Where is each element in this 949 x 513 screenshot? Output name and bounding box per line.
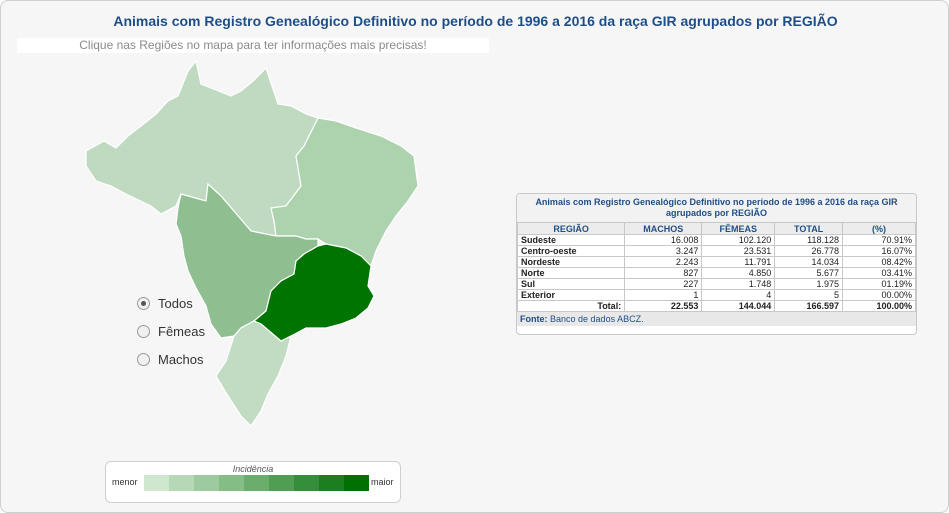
- filter-label-machos: Machos: [158, 351, 204, 367]
- table-source: Fonte: Banco de dados ABCZ.: [517, 312, 916, 326]
- filter-todos[interactable]: Todos: [137, 289, 205, 317]
- cell-machos: 2.243: [624, 256, 703, 268]
- table-row: Norte 827 4.850 5.677 03.41%: [517, 267, 916, 279]
- total-femeas: 144.044: [701, 300, 776, 312]
- cell-percent: 16.07%: [842, 245, 916, 257]
- region-data-panel: Animais com Registro Genealógico Definit…: [516, 193, 917, 335]
- legend-swatch: [244, 475, 269, 491]
- cell-femeas: 23.531: [701, 245, 776, 257]
- total-percent: 100.00%: [842, 300, 916, 312]
- table-total-row: Total: 22.553 144.044 166.597 100.00%: [517, 300, 916, 312]
- cell-percent: 03.41%: [842, 267, 916, 279]
- cell-femeas: 11.791: [701, 256, 776, 268]
- legend-swatch: [269, 475, 294, 491]
- legend-swatch: [144, 475, 169, 491]
- incidence-legend: Incidência menor maior: [105, 461, 401, 503]
- brazil-regions-map: [85, 59, 419, 427]
- cell-regiao: Centro-oeste: [517, 245, 626, 257]
- table-title: Animais com Registro Genealógico Definit…: [517, 194, 916, 222]
- legend-swatch: [344, 475, 369, 491]
- cell-machos: 827: [624, 267, 703, 279]
- legend-min-label: menor: [112, 477, 138, 487]
- header-percent: (%): [842, 222, 916, 235]
- cell-percent: 70.91%: [842, 234, 916, 246]
- filter-machos[interactable]: Machos: [137, 345, 205, 373]
- cell-regiao: Sudeste: [517, 234, 626, 246]
- table-header-row: REGIÃO MACHOS FÊMEAS TOTAL (%): [517, 222, 916, 235]
- radio-femeas[interactable]: [137, 324, 150, 338]
- map-region-sudeste[interactable]: [252, 243, 375, 342]
- table-row: Nordeste 2.243 11.791 14.034 08.42%: [517, 256, 916, 268]
- total-total: 166.597: [774, 300, 844, 312]
- table-row: Exterior 1 4 5 00.00%: [517, 289, 916, 301]
- cell-regiao: Exterior: [517, 289, 626, 301]
- cell-total: 5: [774, 289, 844, 301]
- page-title: Animais com Registro Genealógico Definit…: [113, 13, 838, 29]
- legend-swatch: [319, 475, 344, 491]
- cell-machos: 16.008: [624, 234, 703, 246]
- total-label: Total:: [517, 300, 626, 312]
- cell-total: 118.128: [774, 234, 844, 246]
- table-row: Sudeste 16.008 102.120 118.128 70.91%: [517, 234, 916, 246]
- legend-swatch: [169, 475, 194, 491]
- cell-total: 26.778: [774, 245, 844, 257]
- map-region-sul[interactable]: [215, 320, 292, 427]
- cell-regiao: Nordeste: [517, 256, 626, 268]
- legend-swatch: [219, 475, 244, 491]
- cell-femeas: 4.850: [701, 267, 776, 279]
- table-row: Sul 227 1.748 1.975 01.19%: [517, 278, 916, 290]
- radio-machos[interactable]: [137, 352, 150, 366]
- header-machos: MACHOS: [624, 222, 703, 235]
- cell-total: 14.034: [774, 256, 844, 268]
- source-label: Fonte:: [520, 314, 548, 324]
- legend-swatch: [294, 475, 319, 491]
- legend-max-label: maior: [371, 477, 394, 487]
- cell-machos: 1: [624, 289, 703, 301]
- cell-total: 5.677: [774, 267, 844, 279]
- cell-femeas: 102.120: [701, 234, 776, 246]
- header-femeas: FÊMEAS: [701, 222, 776, 235]
- cell-percent: 00.00%: [842, 289, 916, 301]
- cell-machos: 3.247: [624, 245, 703, 257]
- filter-label-femeas: Fêmeas: [158, 323, 205, 339]
- legend-color-scale: [144, 475, 369, 491]
- cell-machos: 227: [624, 278, 703, 290]
- filter-label-todos: Todos: [158, 295, 193, 311]
- cell-regiao: Sul: [517, 278, 626, 290]
- cell-femeas: 1.748: [701, 278, 776, 290]
- filter-femeas[interactable]: Fêmeas: [137, 317, 205, 345]
- legend-swatch: [194, 475, 219, 491]
- region-table: REGIÃO MACHOS FÊMEAS TOTAL (%) Sudeste 1…: [517, 222, 916, 312]
- header-total: TOTAL: [774, 222, 844, 235]
- cell-femeas: 4: [701, 289, 776, 301]
- cell-percent: 08.42%: [842, 256, 916, 268]
- filter-group: Todos Fêmeas Machos: [137, 289, 205, 373]
- table-row: Centro-oeste 3.247 23.531 26.778 16.07%: [517, 245, 916, 257]
- total-machos: 22.553: [624, 300, 703, 312]
- header-regiao: REGIÃO: [517, 222, 626, 235]
- radio-todos[interactable]: [137, 296, 150, 310]
- map-hint: Clique nas Regiões no mapa para ter info…: [17, 38, 489, 53]
- cell-percent: 01.19%: [842, 278, 916, 290]
- cell-regiao: Norte: [517, 267, 626, 279]
- source-text: Banco de dados ABCZ.: [550, 314, 644, 324]
- legend-title: Incidência: [232, 464, 274, 474]
- cell-total: 1.975: [774, 278, 844, 290]
